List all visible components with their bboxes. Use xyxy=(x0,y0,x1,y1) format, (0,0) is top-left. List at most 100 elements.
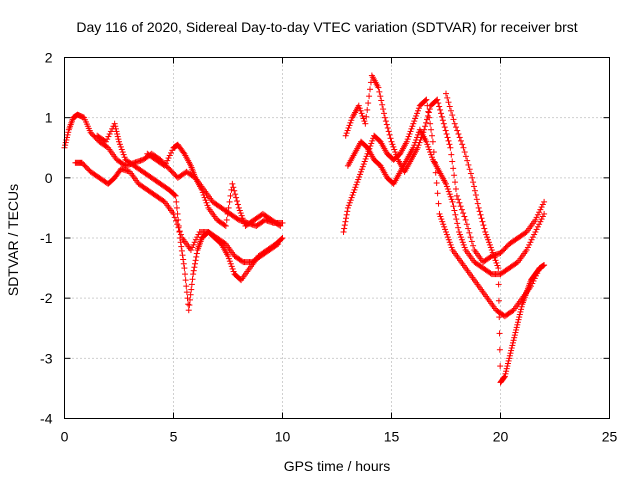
data-point xyxy=(458,236,465,243)
data-point xyxy=(495,281,502,288)
data-point xyxy=(182,271,189,278)
data-point xyxy=(452,211,459,218)
data-point xyxy=(495,265,502,272)
data-point xyxy=(447,107,454,114)
data-point xyxy=(447,144,454,151)
data-point xyxy=(224,210,231,217)
data-point xyxy=(358,110,365,117)
data-point xyxy=(468,238,475,245)
data-point xyxy=(344,208,351,215)
data-point xyxy=(226,258,233,265)
data-point xyxy=(442,127,449,134)
data-point xyxy=(279,219,286,226)
data-point xyxy=(471,183,478,190)
data-point xyxy=(177,239,184,246)
data-point xyxy=(449,158,456,165)
data-point xyxy=(508,347,515,354)
data-point xyxy=(348,117,355,124)
data-point xyxy=(357,168,364,175)
data-point xyxy=(106,130,113,137)
data-point xyxy=(464,157,471,164)
data-point xyxy=(390,143,397,150)
data-point xyxy=(118,146,125,153)
data-point xyxy=(410,120,417,127)
data-point xyxy=(456,134,463,141)
data-point xyxy=(352,184,359,191)
data-point xyxy=(226,198,233,205)
data-point xyxy=(198,186,205,193)
data-point xyxy=(532,216,539,223)
data-point xyxy=(378,97,385,104)
data-point xyxy=(427,120,434,127)
data-point xyxy=(506,352,513,359)
data-point xyxy=(237,210,244,217)
data-point xyxy=(228,263,235,270)
data-point xyxy=(359,112,366,119)
data-point xyxy=(470,179,477,186)
y-tick-label: 0 xyxy=(45,170,53,186)
data-point xyxy=(112,125,119,132)
data-point xyxy=(438,216,445,223)
data-point xyxy=(502,370,509,377)
data-point xyxy=(455,196,462,203)
data-point xyxy=(437,106,444,113)
data-point xyxy=(456,228,463,235)
data-point xyxy=(476,208,483,215)
data-point xyxy=(387,135,394,142)
data-point xyxy=(182,277,189,284)
data-point xyxy=(358,166,365,173)
data-point xyxy=(528,236,535,243)
data-point xyxy=(472,192,479,199)
data-point xyxy=(190,241,197,248)
data-point xyxy=(511,334,518,341)
data-point xyxy=(461,213,468,220)
data-point xyxy=(229,265,236,272)
data-layer xyxy=(61,72,548,386)
data-point xyxy=(505,357,512,364)
data-point xyxy=(394,154,401,161)
data-point xyxy=(509,339,516,346)
data-point xyxy=(236,207,243,214)
data-point xyxy=(435,100,442,107)
data-point xyxy=(536,221,543,228)
data-point xyxy=(277,222,284,229)
data-point xyxy=(405,133,412,140)
data-point xyxy=(469,174,476,181)
data-point xyxy=(191,264,198,271)
data-point xyxy=(534,211,541,218)
data-point xyxy=(172,192,179,199)
data-point xyxy=(473,196,480,203)
data-point xyxy=(480,222,487,229)
data-point xyxy=(354,179,361,186)
data-point xyxy=(344,204,351,211)
data-point xyxy=(113,128,120,135)
data-point xyxy=(508,345,515,352)
data-point xyxy=(232,191,239,198)
data-point xyxy=(240,217,247,224)
data-point xyxy=(408,125,415,132)
data-point xyxy=(173,204,180,211)
data-point xyxy=(279,235,286,241)
data-point xyxy=(452,186,459,193)
data-point xyxy=(487,244,494,251)
data-point xyxy=(466,229,473,236)
data-point xyxy=(503,368,510,375)
data-point xyxy=(188,286,195,293)
data-point xyxy=(448,196,455,203)
data-point xyxy=(223,216,230,223)
data-point xyxy=(436,210,443,217)
data-point xyxy=(428,132,435,139)
data-point xyxy=(485,239,492,246)
data-point xyxy=(163,160,170,167)
data-point xyxy=(541,198,548,205)
data-point xyxy=(393,151,400,158)
data-point xyxy=(533,226,540,233)
data-point xyxy=(161,162,168,169)
data-point xyxy=(364,106,371,113)
data-point xyxy=(355,176,362,183)
data-point xyxy=(437,213,444,220)
y-tick-label: -1 xyxy=(40,230,53,246)
data-point xyxy=(467,170,474,177)
data-point xyxy=(192,236,199,243)
data-point xyxy=(531,231,538,238)
